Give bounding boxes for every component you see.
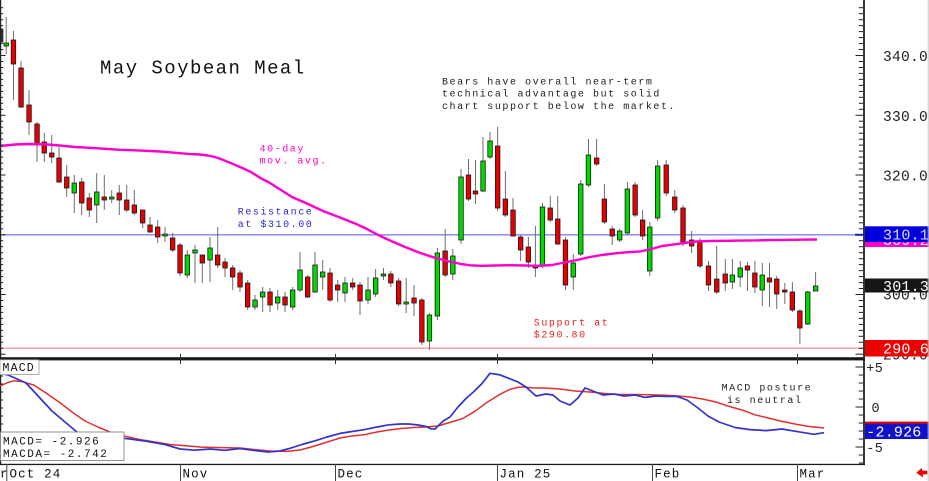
svg-text:301.3: 301.3 — [883, 279, 929, 296]
svg-text:$290.80: $290.80 — [534, 330, 587, 342]
svg-text:-2.926: -2.926 — [866, 425, 921, 442]
svg-text:mov. avg.: mov. avg. — [260, 157, 328, 168]
svg-text:MACD: MACD — [3, 362, 35, 375]
svg-text:Jan 25: Jan 25 — [500, 467, 552, 481]
svg-text:at $310.00: at $310.00 — [238, 219, 314, 231]
svg-text:Nov: Nov — [183, 467, 209, 481]
svg-text:r: r — [0, 467, 9, 481]
svg-text:Oct 24: Oct 24 — [10, 467, 62, 481]
svg-text:0: 0 — [872, 402, 880, 417]
svg-text:+5: +5 — [866, 362, 883, 377]
svg-text:technical advantage but solid: technical advantage but solid — [442, 89, 661, 101]
svg-text:-5: -5 — [866, 442, 883, 457]
svg-text:Support at: Support at — [534, 318, 610, 329]
svg-text:Mar: Mar — [800, 467, 826, 481]
svg-text:is neutral: is neutral — [727, 395, 803, 407]
svg-text:330.0: 330.0 — [883, 110, 928, 126]
svg-text:300.0: 300.0 — [883, 289, 928, 305]
svg-text:Feb: Feb — [655, 467, 681, 481]
svg-text:340.0: 340.0 — [883, 50, 928, 66]
svg-text:MACD= -2.926: MACD= -2.926 — [3, 436, 100, 448]
svg-text:Resistance: Resistance — [238, 207, 314, 219]
svg-text:chart support below the market: chart support below the market. — [442, 101, 676, 113]
svg-text:May Soybean Meal: May Soybean Meal — [100, 58, 306, 80]
svg-text:290.6: 290.6 — [883, 342, 929, 359]
svg-text:40-day: 40-day — [260, 143, 305, 155]
svg-text:320.0: 320.0 — [883, 170, 928, 186]
svg-text:MACD posture: MACD posture — [722, 384, 813, 395]
svg-text:310.1: 310.1 — [883, 228, 929, 245]
svg-text:Bears have overall near-term: Bears have overall near-term — [442, 77, 653, 89]
svg-text:MACDA= -2.742: MACDA= -2.742 — [3, 449, 108, 461]
svg-text:Dec: Dec — [338, 467, 364, 481]
